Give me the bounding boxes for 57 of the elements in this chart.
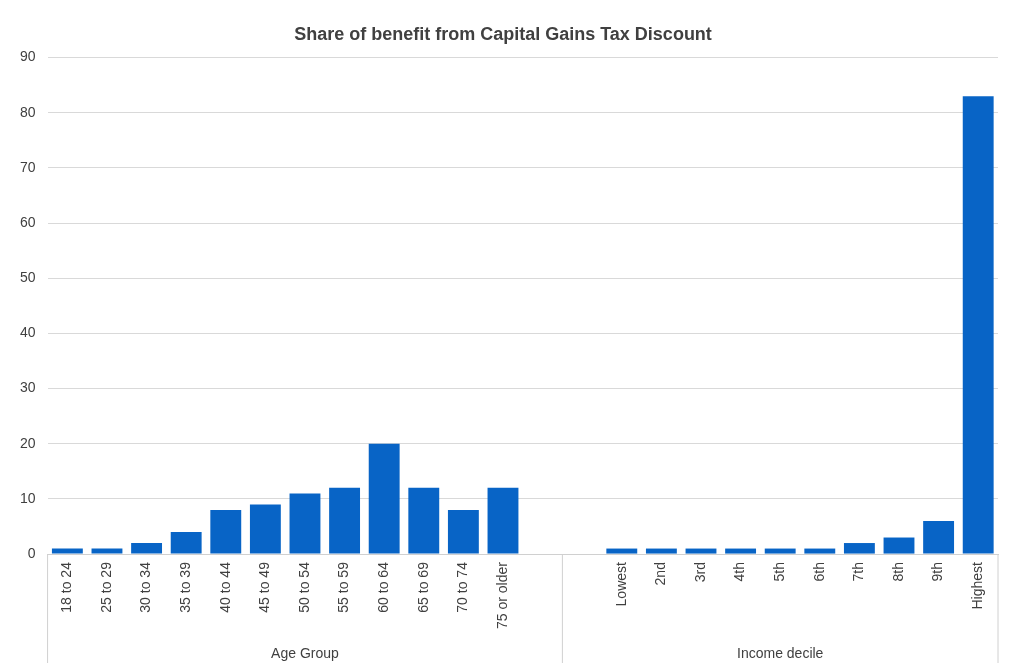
text: Income decile bbox=[737, 644, 824, 661]
y-tick-label: 40 bbox=[19, 324, 36, 341]
bar bbox=[606, 548, 638, 554]
bar bbox=[447, 509, 479, 554]
x-tick-label: 4th bbox=[731, 562, 748, 582]
x-tick-label: 55 to 59 bbox=[335, 561, 352, 613]
bar bbox=[645, 548, 677, 554]
x-tick-label: 8th bbox=[889, 562, 906, 582]
chart-title: Share of benefit from Capital Gains Tax Discount bbox=[294, 23, 712, 44]
x-tick-label: 65 to 69 bbox=[414, 561, 431, 613]
x-tick-label: 45 to 49 bbox=[256, 561, 273, 613]
x-tick-label: 3rd bbox=[691, 562, 708, 583]
bar bbox=[210, 509, 242, 554]
x-tick-label: 70 to 74 bbox=[454, 561, 471, 613]
x-tick-label: 6th bbox=[810, 562, 827, 582]
x-tick-label: 60 to 64 bbox=[375, 561, 392, 613]
y-tick-label: 20 bbox=[19, 434, 36, 451]
text: Age Group bbox=[271, 644, 340, 661]
bar bbox=[923, 520, 955, 554]
bar bbox=[368, 443, 400, 554]
x-tick-label: 25 to 29 bbox=[97, 561, 114, 613]
y-tick-label: 70 bbox=[19, 158, 36, 175]
x-tick-label: Highest bbox=[969, 561, 986, 610]
x-tick-label: 40 to 44 bbox=[216, 561, 233, 613]
bar bbox=[329, 487, 361, 554]
bar bbox=[408, 487, 440, 554]
bar bbox=[51, 548, 83, 554]
bar bbox=[883, 537, 915, 554]
x-tick-label: 35 to 39 bbox=[177, 561, 194, 613]
bar bbox=[725, 548, 757, 554]
bar bbox=[685, 548, 717, 554]
x-tick-label: 18 to 24 bbox=[58, 561, 75, 613]
y-tick-label: 10 bbox=[19, 489, 36, 506]
bar bbox=[249, 504, 281, 554]
bar bbox=[764, 548, 796, 554]
y-tick-label: 50 bbox=[19, 269, 36, 286]
bar bbox=[131, 543, 163, 554]
y-tick-label: 60 bbox=[19, 213, 36, 230]
bar bbox=[487, 487, 519, 554]
bar bbox=[962, 96, 994, 554]
y-tick-label: 30 bbox=[19, 379, 36, 396]
x-tick-label: 2nd bbox=[652, 562, 669, 586]
x-tick-label: Lowest bbox=[612, 561, 629, 607]
bar bbox=[804, 548, 836, 554]
bar bbox=[91, 548, 123, 554]
y-tick-label: 0 bbox=[27, 544, 36, 561]
x-tick-label: 75 or older bbox=[493, 561, 510, 630]
x-tick-label: 50 to 54 bbox=[295, 561, 312, 613]
bar bbox=[843, 543, 875, 554]
y-tick-label: 80 bbox=[19, 103, 36, 120]
x-tick-label: 7th bbox=[850, 562, 867, 582]
x-tick-label: 9th bbox=[929, 562, 946, 582]
x-tick-label: 5th bbox=[771, 562, 788, 582]
y-tick-label: 90 bbox=[19, 48, 36, 65]
bar bbox=[170, 532, 202, 554]
bar bbox=[289, 493, 321, 554]
x-tick-label: 30 to 34 bbox=[137, 561, 154, 613]
